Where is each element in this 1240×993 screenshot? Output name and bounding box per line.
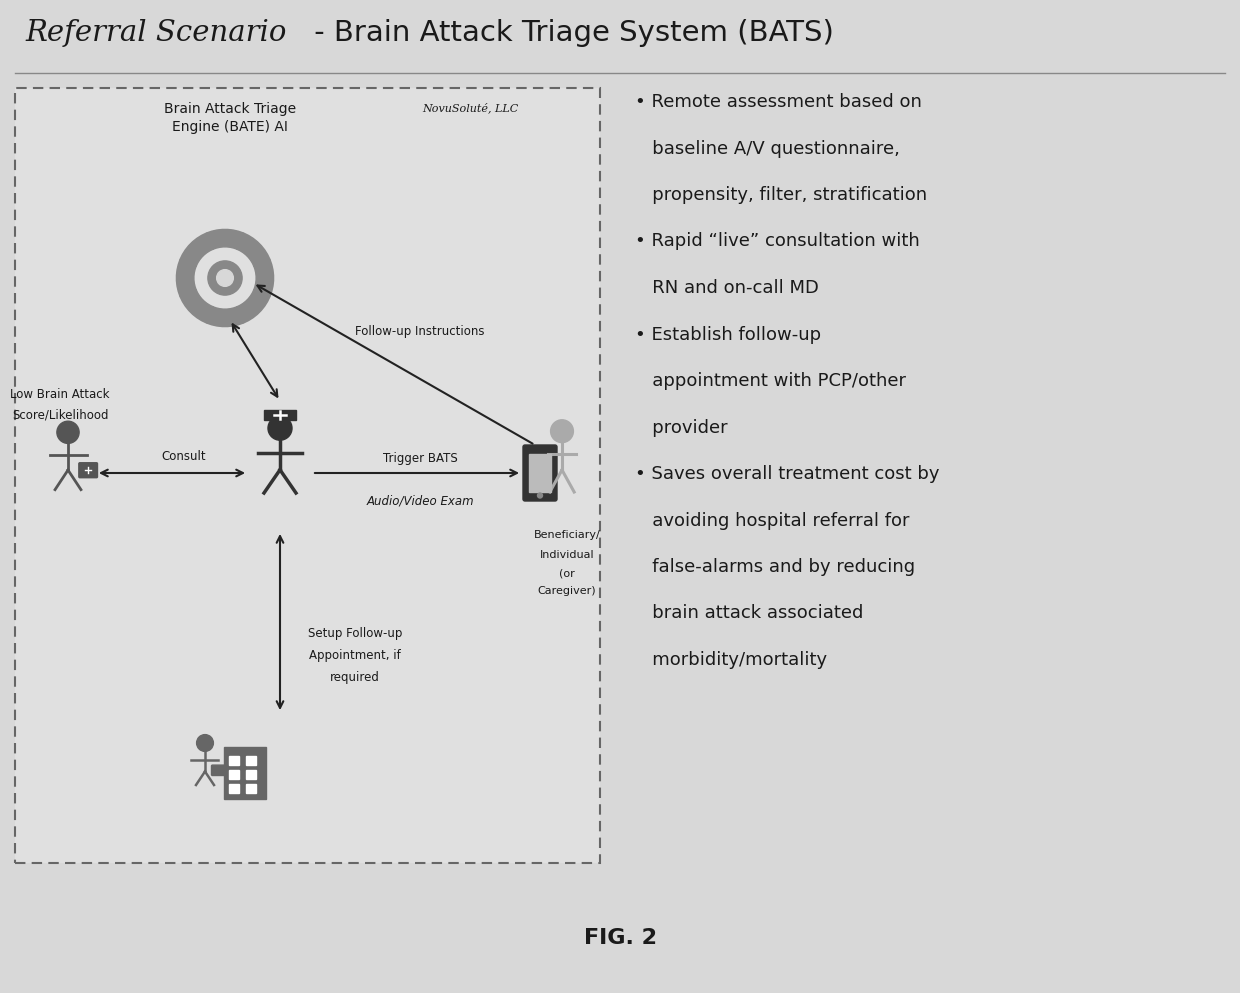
Circle shape [537,493,543,498]
FancyBboxPatch shape [229,770,239,779]
FancyBboxPatch shape [246,756,255,765]
Polygon shape [237,233,270,266]
Polygon shape [237,290,270,323]
Text: avoiding hospital referral for: avoiding hospital referral for [635,511,909,529]
Text: NovuSoluté, LLC: NovuSoluté, LLC [422,102,518,113]
Text: • Rapid “live” consultation with: • Rapid “live” consultation with [635,232,920,250]
FancyBboxPatch shape [224,747,267,799]
FancyBboxPatch shape [246,784,255,793]
FancyBboxPatch shape [529,454,551,492]
Text: • Saves overall treatment cost by: • Saves overall treatment cost by [635,465,940,483]
Text: FIG. 2: FIG. 2 [584,928,656,948]
Text: Audio/Video Exam: Audio/Video Exam [366,495,474,508]
Circle shape [57,421,79,444]
Text: Setup Follow-up: Setup Follow-up [308,627,402,639]
Text: Trigger BATS: Trigger BATS [383,452,458,465]
FancyBboxPatch shape [79,463,98,478]
Text: propensity, filter, stratification: propensity, filter, stratification [635,186,928,204]
Text: Consult: Consult [161,450,206,463]
Text: Brain Attack Triage
Engine (BATE) AI: Brain Attack Triage Engine (BATE) AI [164,102,296,134]
Text: false-alarms and by reducing: false-alarms and by reducing [635,558,915,576]
FancyBboxPatch shape [264,410,296,420]
Polygon shape [206,307,243,327]
Circle shape [551,420,573,443]
Polygon shape [254,259,274,297]
Text: Appointment, if: Appointment, if [309,648,401,661]
Circle shape [217,270,233,286]
FancyBboxPatch shape [246,770,255,779]
FancyBboxPatch shape [229,756,239,765]
Polygon shape [176,259,196,297]
Text: baseline A/V questionnaire,: baseline A/V questionnaire, [635,139,900,158]
Polygon shape [206,229,243,249]
Text: • Establish follow-up: • Establish follow-up [635,326,821,344]
Text: Caregiver): Caregiver) [538,586,596,596]
FancyBboxPatch shape [15,88,600,863]
Text: brain attack associated: brain attack associated [635,605,863,623]
Text: Score/Likelihood: Score/Likelihood [11,408,108,421]
Text: Low Brain Attack: Low Brain Attack [10,388,110,401]
Text: required: required [330,670,379,683]
Text: Beneficiary/: Beneficiary/ [533,530,600,540]
Text: appointment with PCP/other: appointment with PCP/other [635,372,906,390]
Circle shape [208,261,242,295]
Polygon shape [180,233,213,266]
Text: (or: (or [559,568,575,578]
Text: provider: provider [635,418,728,437]
Circle shape [268,416,291,440]
FancyBboxPatch shape [523,445,557,501]
Circle shape [197,735,213,752]
Text: Referral Scenario: Referral Scenario [25,19,286,47]
Polygon shape [180,290,213,323]
FancyBboxPatch shape [229,784,239,793]
Text: RN and on-call MD: RN and on-call MD [635,279,818,297]
Text: Individual: Individual [539,550,594,560]
FancyBboxPatch shape [212,765,224,776]
Text: Follow-up Instructions: Follow-up Instructions [355,325,485,338]
Text: morbidity/mortality: morbidity/mortality [635,651,827,669]
Text: • Remote assessment based on: • Remote assessment based on [635,93,921,111]
Text: - Brain Attack Triage System (BATS): - Brain Attack Triage System (BATS) [305,19,833,47]
